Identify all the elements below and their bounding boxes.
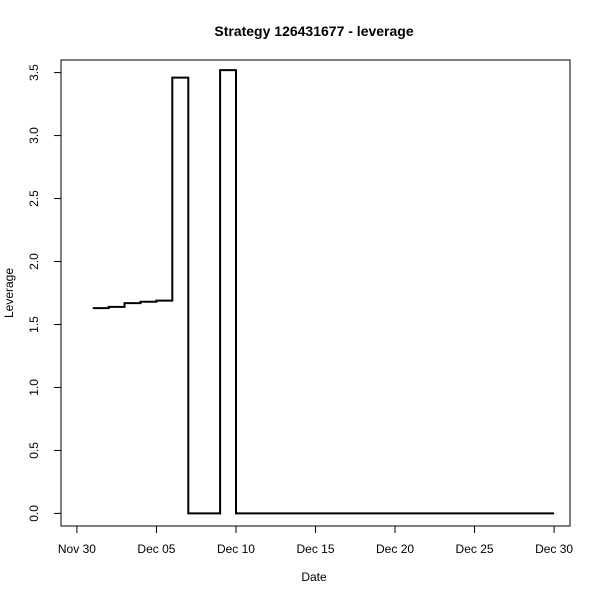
y-tick-label: 3.0	[27, 127, 41, 144]
plot-frame	[60, 59, 571, 527]
x-tick-label: Dec 05	[137, 542, 175, 556]
x-tick-label: Dec 25	[456, 542, 494, 556]
x-axis: Nov 30 Dec 05 Dec 10 Dec 15 Dec 20 Dec 25 Dec …	[58, 526, 573, 556]
y-tick-label: 0.0	[27, 505, 41, 522]
x-axis-title: Date	[301, 570, 327, 584]
leverage-series-line	[92, 69, 555, 515]
y-tick-label: 2.5	[27, 190, 41, 207]
x-tick-label: Dec 30	[535, 542, 573, 556]
y-tick-label: 1.5	[27, 316, 41, 333]
y-tick-label: 2.0	[27, 253, 41, 270]
x-tick-label: Dec 20	[376, 542, 414, 556]
x-tick-label: Dec 15	[296, 542, 334, 556]
y-tick-label: 3.5	[27, 64, 41, 81]
y-tick-label: 0.5	[27, 442, 41, 459]
y-axis: 0.0 0.5 1.0 1.5 2.0 2.5 3.0 3.5	[27, 64, 61, 522]
y-axis-title: Leverage	[2, 268, 16, 318]
x-tick-label: Nov 30	[58, 542, 96, 556]
x-tick-label: Dec 10	[217, 542, 255, 556]
chart-title: Strategy 126431677 - leverage	[214, 23, 413, 39]
y-tick-label: 1.0	[27, 379, 41, 396]
